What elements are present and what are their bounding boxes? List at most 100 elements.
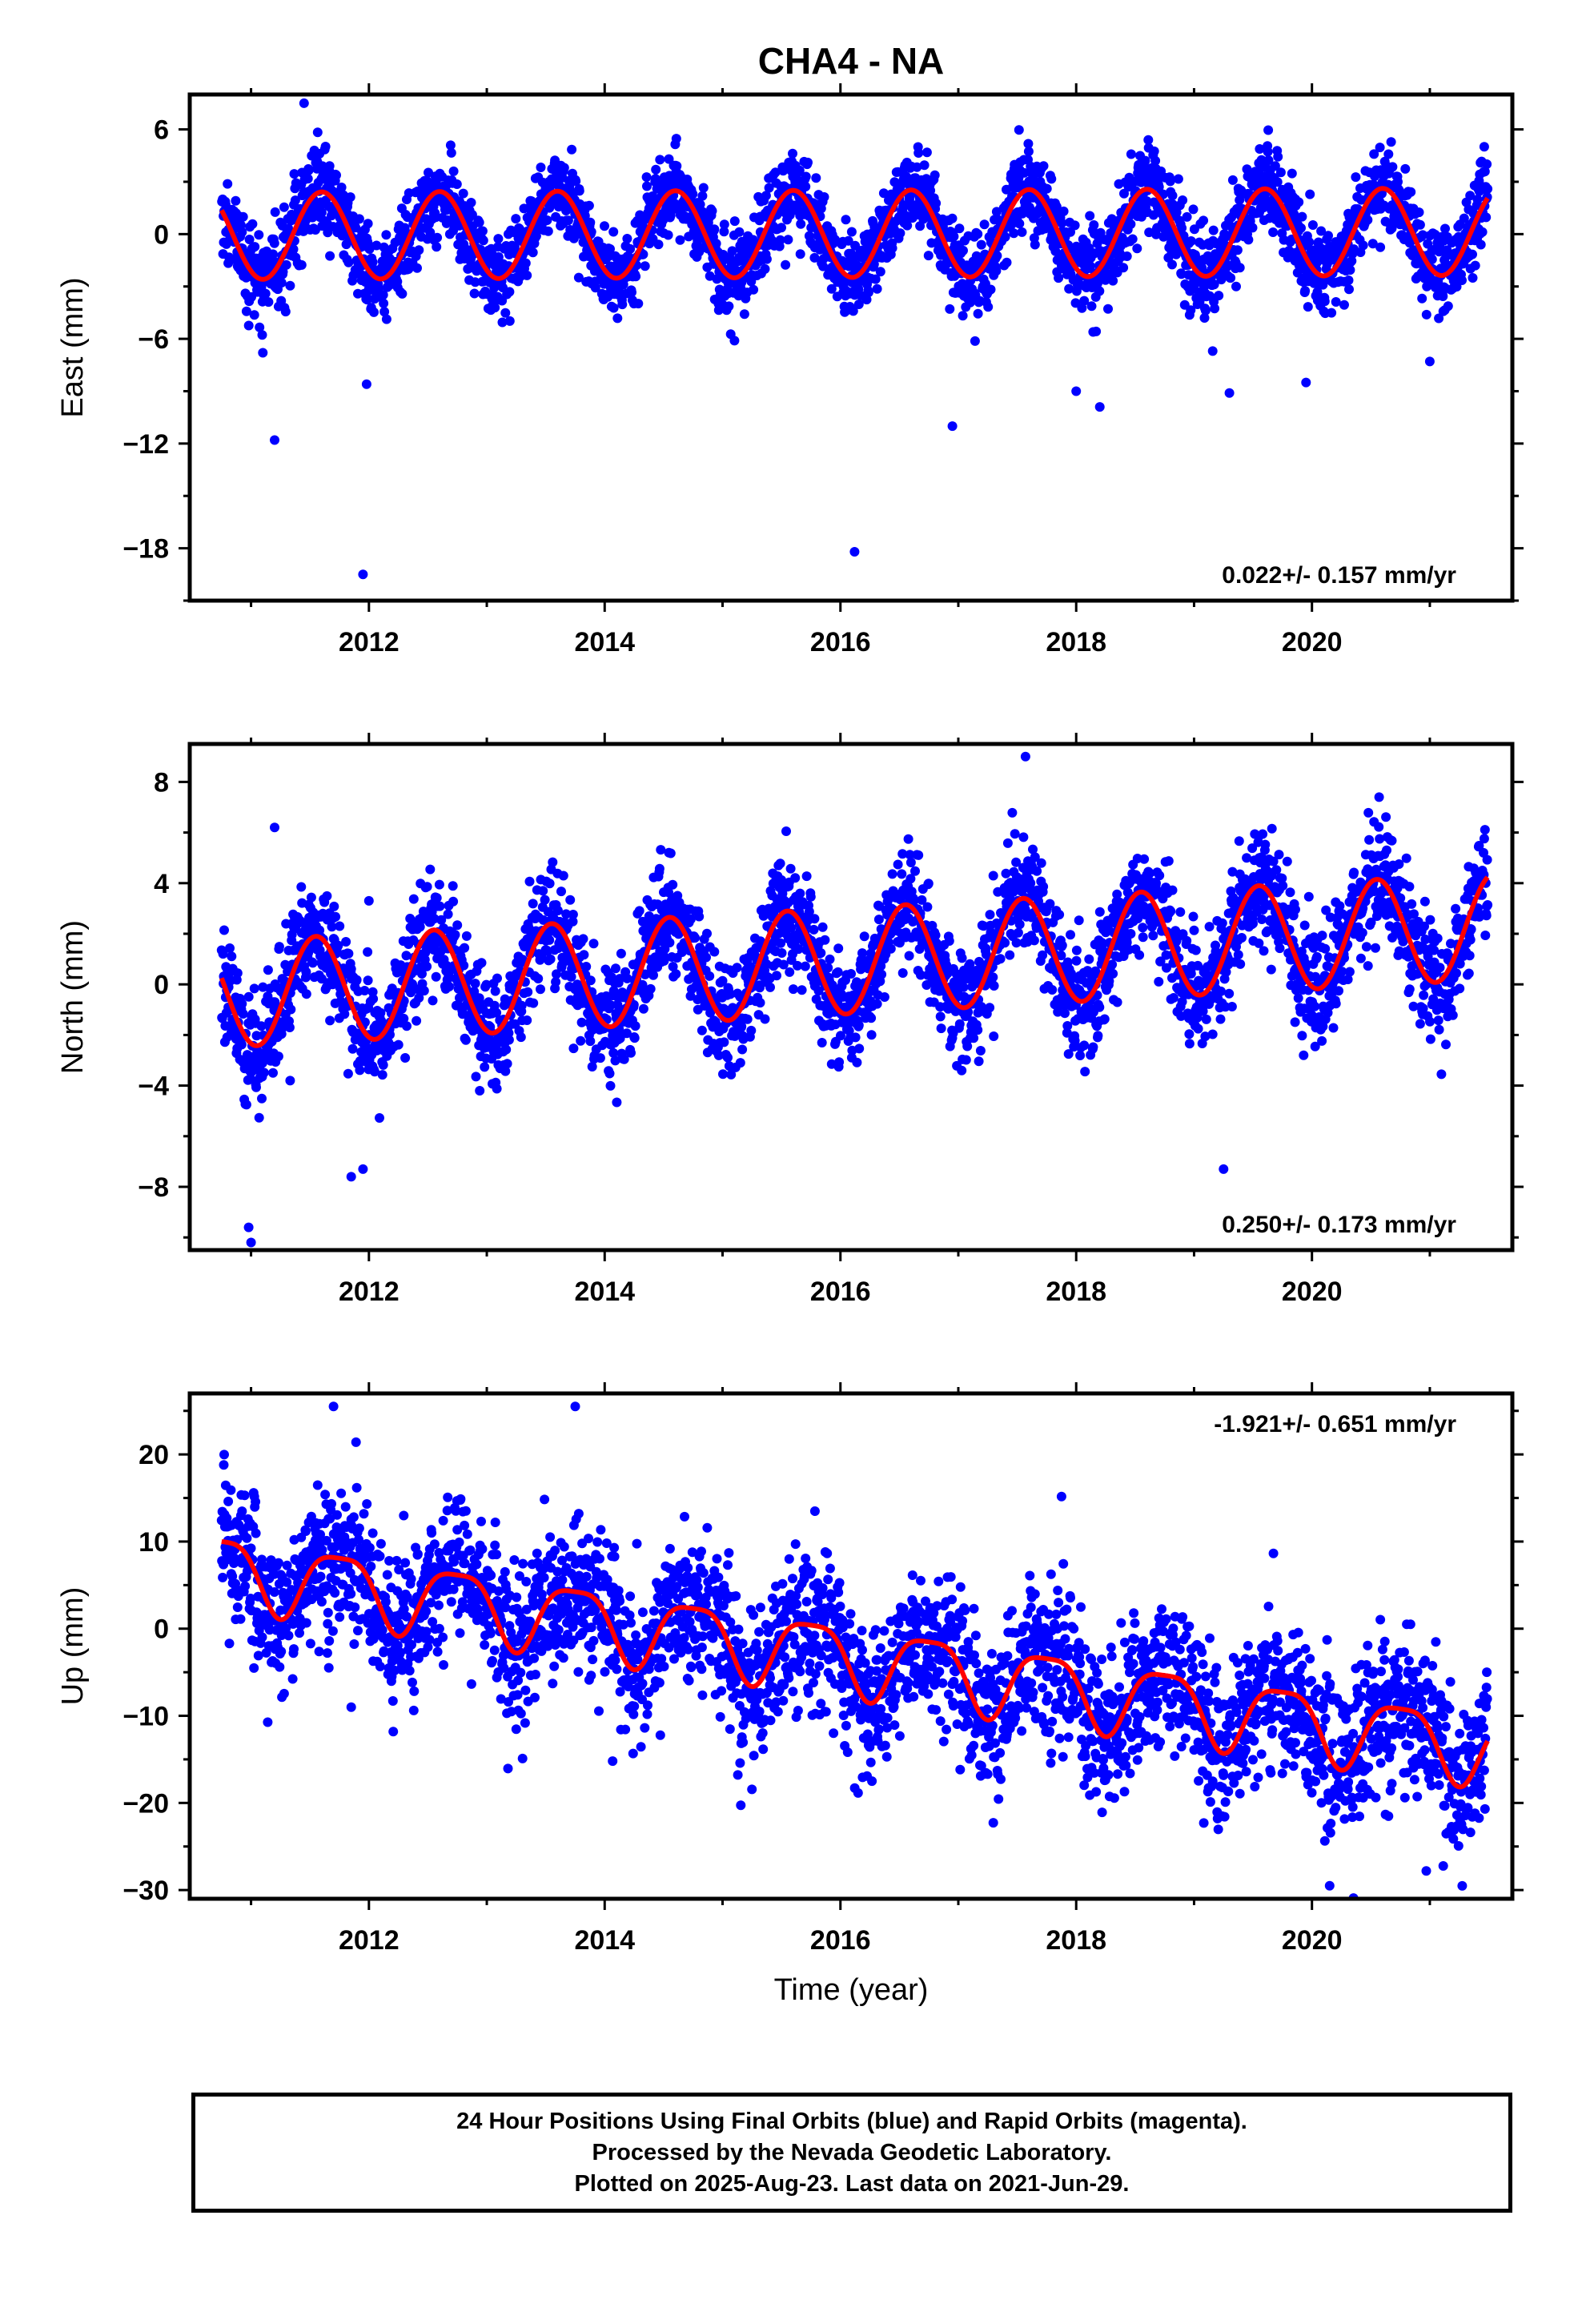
position-point [1367,239,1378,249]
position-point [1186,305,1196,316]
position-point [249,310,259,320]
position-point [1393,177,1403,187]
position-point [1143,135,1154,145]
position-point [432,242,442,252]
position-point [970,336,980,346]
position-point [255,322,265,332]
position-point [863,287,873,298]
position-point [331,911,341,922]
position-point [335,921,345,931]
position-point [1126,219,1136,229]
outlier-point [1071,386,1082,396]
position-point [333,940,343,951]
plot-frame [187,92,1515,603]
position-point [1479,142,1489,152]
position-point [685,914,696,924]
position-point [615,974,625,984]
position-point [339,1009,350,1019]
position-point [1199,215,1209,226]
position-point [480,1062,490,1072]
position-point [578,934,588,944]
position-point [1375,242,1386,252]
position-point [1259,203,1268,213]
position-point [701,952,711,963]
position-point [697,191,708,201]
position-point [542,947,552,956]
position-point [263,297,274,308]
position-point [870,274,881,284]
position-point [568,910,578,919]
position-point [431,971,441,982]
model-fit-line [219,186,1490,282]
position-point [1270,161,1280,171]
position-point [576,1035,586,1046]
position-point [702,928,712,939]
position-point [1386,137,1396,147]
position-points [216,751,1493,1248]
position-point [1472,195,1483,204]
position-point [1423,239,1433,249]
position-point [705,971,715,981]
position-point [327,922,337,932]
position-point [942,960,952,971]
position-point [1358,240,1368,251]
position-points [217,98,1493,580]
position-point [477,226,488,236]
position-point [419,986,429,996]
position-point [397,288,408,299]
position-point [1017,227,1027,237]
position-point [765,982,775,992]
position-point [1304,237,1315,247]
position-point [470,979,480,989]
position-point [324,161,335,171]
position-point [538,886,548,896]
position-point [434,879,444,890]
position-point [408,894,419,904]
position-point [608,227,619,237]
position-point [1173,174,1183,184]
position-point [655,155,665,165]
position-point [834,1057,845,1068]
position-point [256,1021,267,1031]
position-point [1235,263,1245,273]
outlier-point [299,98,309,108]
position-point [1226,273,1236,283]
position-point [781,826,791,836]
position-point [347,1043,358,1054]
position-point [877,969,887,979]
position-point [469,288,480,299]
position-point [1222,259,1232,270]
position-point [370,1067,379,1077]
position-point [634,906,644,916]
position-point [414,993,424,1003]
position-point [285,1076,295,1086]
position-point [425,227,436,238]
position-point [528,247,538,258]
position-point [551,977,561,987]
position-point [249,983,259,994]
position-point [724,301,734,312]
position-point [1126,149,1136,159]
position-point [668,962,678,971]
position-point [793,960,802,971]
position-point [1375,143,1385,153]
position-point [476,958,487,968]
position-point [1268,227,1279,237]
position-point [790,873,801,883]
position-point [1009,228,1019,239]
position-point [795,888,805,899]
outlier-point [947,421,958,432]
position-point [872,999,882,1009]
position-point [910,866,920,876]
position-point [905,874,916,884]
position-point [568,916,578,927]
position-point [432,893,442,903]
position-point [540,895,550,905]
position-point [809,252,820,263]
position-point [833,967,843,977]
position-point [1094,286,1105,296]
position-point [251,1082,261,1092]
position-point [1127,234,1138,244]
